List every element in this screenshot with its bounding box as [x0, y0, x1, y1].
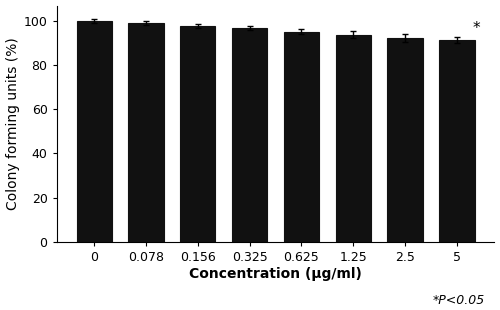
Bar — [180, 26, 216, 242]
Text: *P<0.05: *P<0.05 — [433, 294, 485, 307]
Y-axis label: Colony forming units (%): Colony forming units (%) — [6, 37, 20, 210]
Bar — [440, 40, 474, 242]
Bar — [388, 38, 422, 242]
Text: *: * — [473, 21, 480, 36]
Bar — [128, 23, 164, 242]
Bar — [76, 21, 112, 242]
Bar — [284, 32, 319, 242]
Bar — [232, 28, 267, 242]
Bar — [336, 35, 371, 242]
X-axis label: Concentration (μg/ml): Concentration (μg/ml) — [189, 267, 362, 281]
